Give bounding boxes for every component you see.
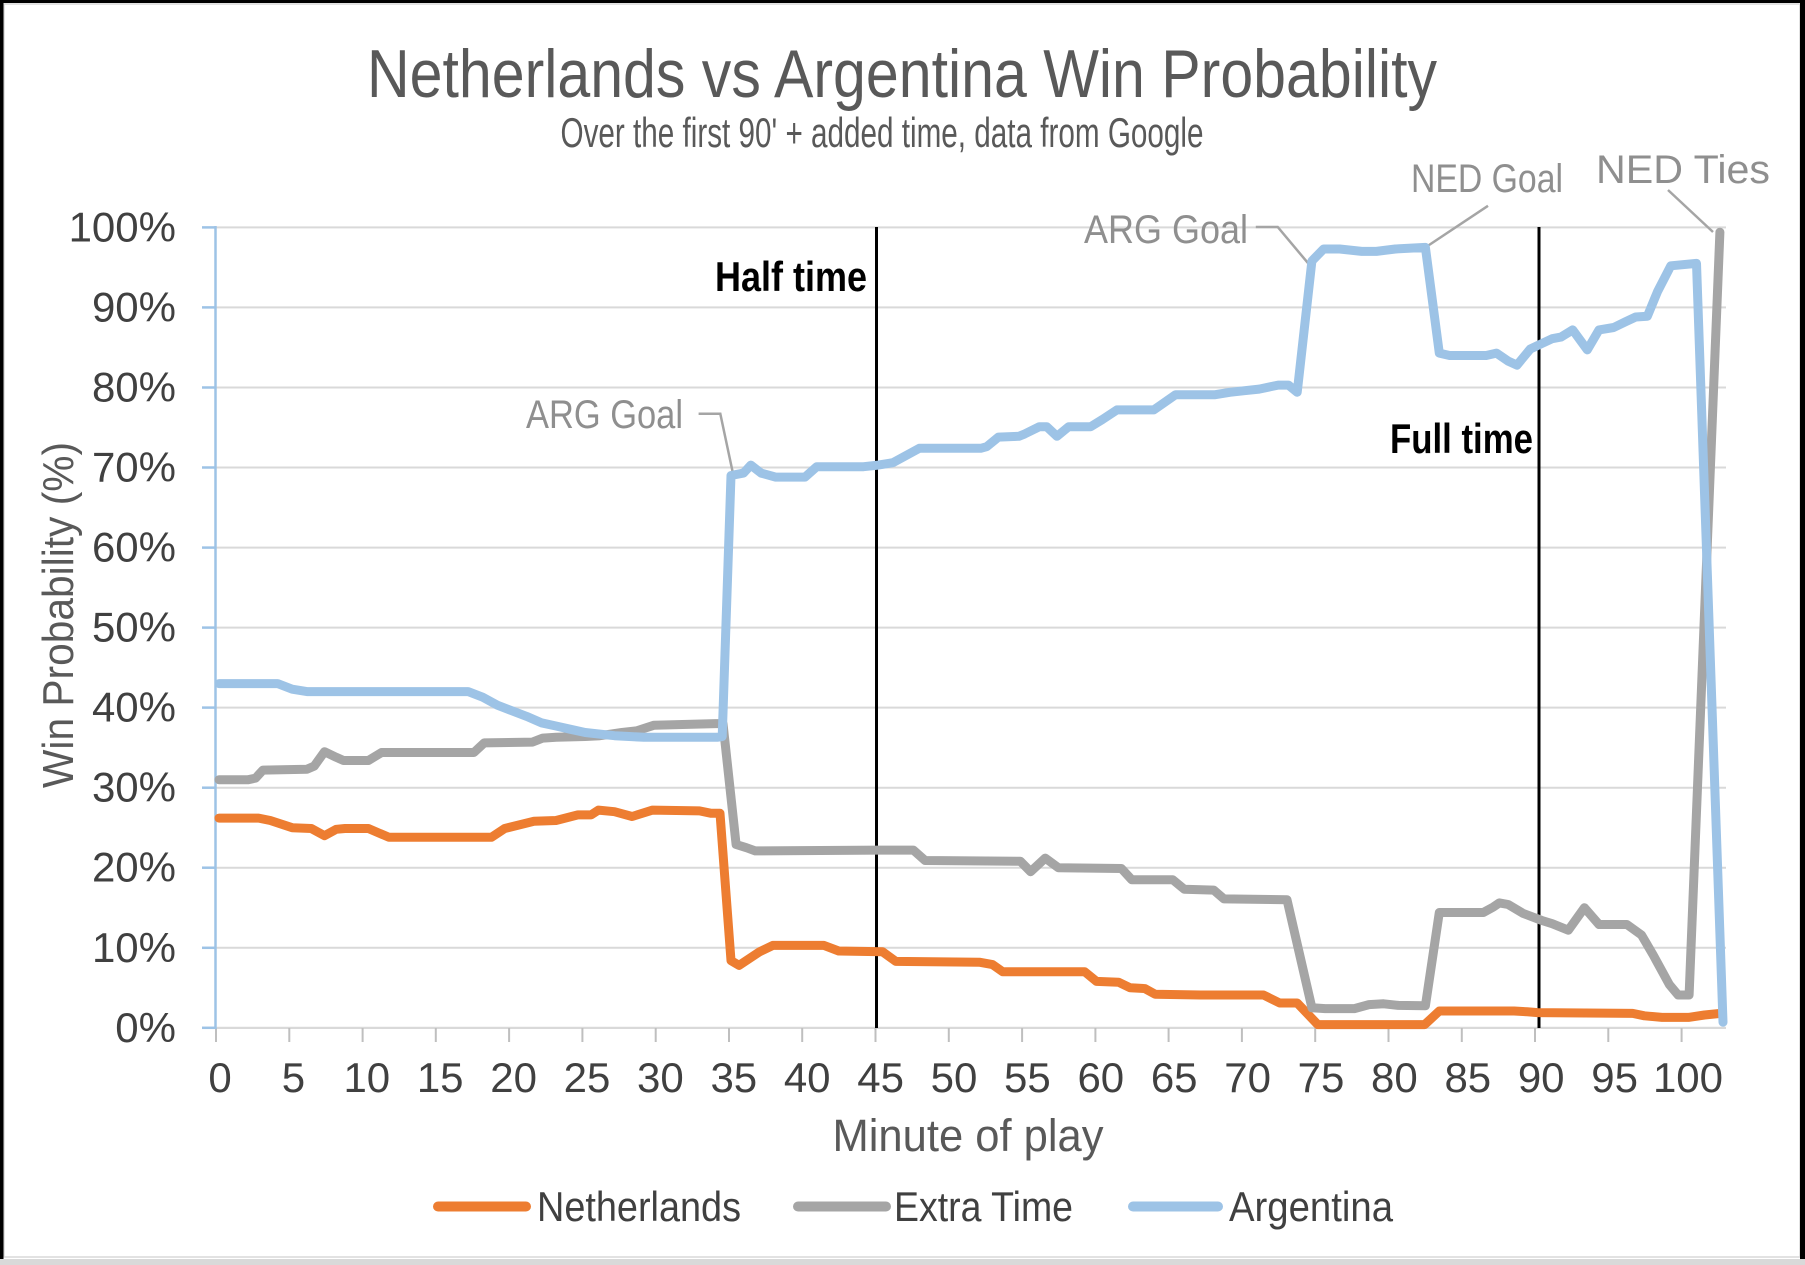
svg-text:70: 70 [1224,1054,1271,1101]
svg-text:5: 5 [282,1054,305,1101]
svg-text:Minute of play: Minute of play [833,1110,1104,1161]
svg-text:15: 15 [417,1054,464,1101]
svg-text:Over the first 90' + added tim: Over the first 90' + added time, data fr… [561,109,1204,156]
svg-text:Extra Time: Extra Time [894,1183,1073,1230]
svg-text:100: 100 [1653,1054,1723,1101]
svg-text:80: 80 [1371,1054,1418,1101]
svg-text:45: 45 [857,1054,904,1101]
svg-text:Full time: Full time [1390,415,1533,462]
svg-text:60%: 60% [92,524,176,571]
svg-text:20%: 20% [92,844,176,891]
svg-text:Win Probability (%): Win Probability (%) [34,442,83,788]
svg-text:Half time: Half time [715,253,867,300]
svg-text:95: 95 [1591,1054,1638,1101]
svg-text:ARG Goal: ARG Goal [1084,208,1248,252]
svg-text:75: 75 [1298,1054,1345,1101]
svg-text:70%: 70% [92,444,176,491]
svg-text:100%: 100% [69,203,176,250]
svg-text:Argentina: Argentina [1229,1183,1394,1230]
svg-text:0%: 0% [115,1004,176,1051]
svg-text:NED Ties: NED Ties [1596,148,1770,192]
svg-text:50: 50 [931,1054,978,1101]
svg-text:65: 65 [1151,1054,1198,1101]
svg-text:20: 20 [490,1054,537,1101]
svg-text:30: 30 [637,1054,684,1101]
svg-text:85: 85 [1444,1054,1491,1101]
svg-text:35: 35 [710,1054,757,1101]
svg-text:10%: 10% [92,924,176,971]
svg-text:0: 0 [208,1054,231,1101]
svg-text:60: 60 [1077,1054,1124,1101]
svg-text:40: 40 [784,1054,831,1101]
svg-text:ARG Goal: ARG Goal [526,393,683,437]
svg-text:Netherlands: Netherlands [537,1183,741,1230]
svg-text:Netherlands vs Argentina Win P: Netherlands vs Argentina Win Probability [367,36,1437,112]
svg-text:40%: 40% [92,684,176,731]
svg-text:90: 90 [1518,1054,1565,1101]
svg-text:55: 55 [1004,1054,1051,1101]
svg-text:10: 10 [343,1054,390,1101]
svg-text:NED Goal: NED Goal [1411,157,1563,201]
svg-text:50%: 50% [92,604,176,651]
svg-text:90%: 90% [92,283,176,330]
svg-text:30%: 30% [92,764,176,811]
svg-text:80%: 80% [92,364,176,411]
svg-text:25: 25 [564,1054,611,1101]
